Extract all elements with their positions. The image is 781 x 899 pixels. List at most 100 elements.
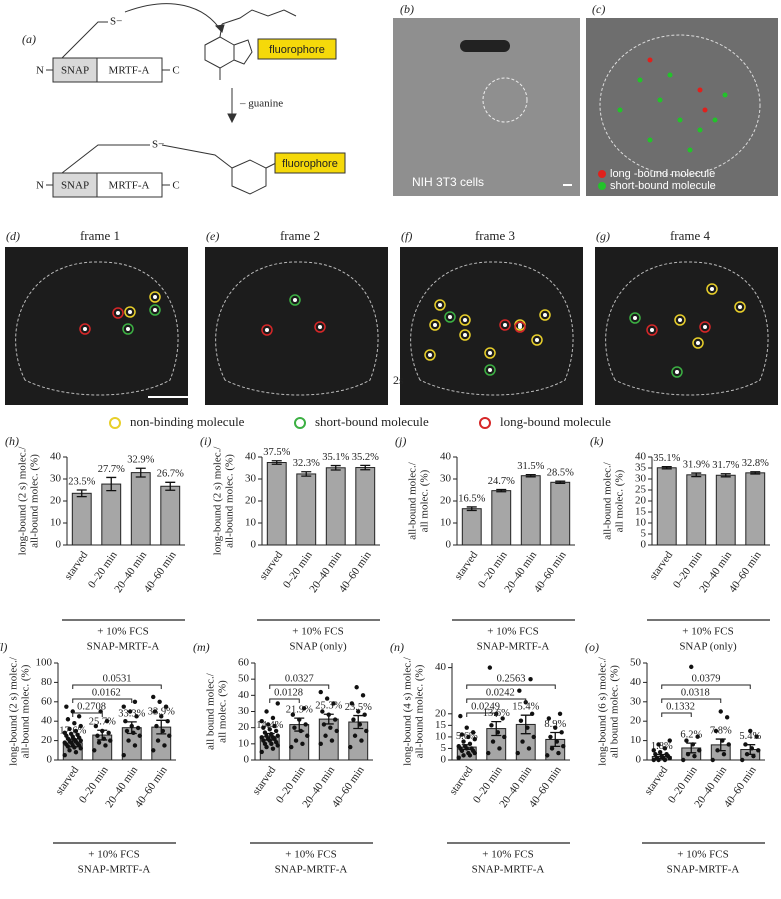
data-point (710, 757, 715, 763)
value-label: 17.6% (59, 725, 86, 736)
data-point (67, 726, 72, 732)
data-point (740, 757, 745, 763)
y-axis-label: long-bound (6 s) molec./ (597, 656, 609, 766)
data-point (692, 753, 697, 759)
data-point (320, 709, 325, 714)
spot (126, 327, 130, 331)
mrtf-label: MRTF-A (109, 180, 150, 192)
data-point (364, 728, 369, 734)
data-point (651, 748, 656, 753)
bar (266, 462, 287, 546)
value-label: 35.1% (653, 453, 680, 464)
y-tick-label: 10 (238, 737, 250, 749)
frame-title: frame 3 (475, 228, 515, 243)
y-axis-label: all-bound molec. (%) (224, 454, 236, 548)
spot-marker (424, 349, 436, 361)
p-value: 0.0242 (486, 687, 515, 698)
significance-bracket (269, 684, 330, 689)
data-point (354, 685, 359, 690)
data-point (689, 664, 694, 670)
data-point (751, 753, 756, 759)
p-value: 0.0327 (285, 673, 314, 684)
data-point (685, 751, 691, 757)
data-point (653, 751, 658, 757)
image-feature (460, 40, 510, 52)
data-point (362, 712, 367, 717)
data-point (106, 730, 111, 736)
data-point (64, 704, 69, 709)
value-label: 15.4% (512, 702, 539, 713)
spot-marker (429, 319, 441, 331)
molecule-dot (702, 107, 708, 113)
data-point (659, 753, 664, 759)
error-bar (555, 480, 566, 485)
molecule-dot (647, 137, 653, 143)
data-point (126, 738, 131, 743)
legend-label: long-bound molecule (500, 414, 611, 429)
spot-marker (692, 337, 704, 349)
data-point (549, 746, 555, 751)
y-tick-label: 30 (635, 473, 647, 485)
y-axis-label: all-bound molec./ (602, 461, 614, 540)
significance-bracket (269, 698, 300, 703)
data-point (154, 723, 159, 729)
value-label: 35.2% (352, 452, 379, 463)
p-value: 0.2708 (77, 701, 106, 712)
data-point (329, 738, 335, 743)
y-tick-label: 20 (435, 707, 447, 719)
spot-marker (484, 347, 496, 359)
data-point (684, 738, 689, 743)
data-point (518, 718, 524, 723)
data-point (548, 734, 553, 740)
charts: (h)long-bound (2 s) molec./all-bound mol… (0, 434, 770, 876)
y-tick-label: 30 (630, 695, 642, 707)
data-point (159, 714, 164, 719)
bar (550, 481, 571, 546)
spot-marker (629, 312, 641, 324)
data-point (554, 739, 560, 744)
fluorophore: fluorophore (269, 44, 325, 56)
data-point (517, 688, 522, 693)
data-point (486, 750, 491, 756)
cell-outline (15, 261, 179, 396)
legend-label: short-bound molecule (610, 180, 716, 192)
group-label: + 10% FCS (292, 626, 343, 638)
data-point (545, 753, 550, 758)
data-point (78, 723, 83, 729)
data-point (151, 694, 156, 700)
y-tick-label: 25 (635, 484, 647, 496)
bar (656, 467, 677, 546)
y-tick-label: 0 (636, 754, 642, 766)
c-terminus: C (172, 180, 179, 192)
data-point (93, 723, 99, 729)
data-point (73, 728, 79, 734)
significance-bracket (466, 712, 497, 717)
bar (160, 485, 181, 546)
zoom-image (586, 18, 778, 196)
frames: (d) frame 1 (e) frame 2 (f) frame 3 (g) frame 4 (5, 228, 778, 405)
data-point (328, 725, 333, 730)
molecule-dot (697, 87, 703, 93)
y-axis-label: all bound molec. (%) (609, 665, 621, 758)
y-tick-label: 5 (441, 742, 447, 754)
spot-marker (646, 324, 658, 336)
y-tick-label: 40 (435, 661, 447, 673)
y-axis-label: all molec. (%) (614, 469, 626, 532)
data-point (73, 750, 79, 755)
spot (116, 311, 120, 315)
data-point (103, 743, 108, 748)
value-label: 23.5% (68, 476, 95, 487)
data-point (681, 757, 686, 763)
error-bar (106, 476, 117, 492)
value-label: 21.9% (286, 705, 313, 716)
y-tick-label: 0 (641, 539, 647, 551)
data-point (459, 732, 465, 737)
error-bar (271, 460, 282, 465)
spot-marker (122, 323, 134, 335)
panel-label: (a) (22, 32, 36, 46)
data-point (165, 719, 170, 724)
y-tick-label: 20 (41, 734, 53, 746)
spot-marker (314, 321, 326, 333)
spot-marker (149, 304, 161, 316)
cell-outline (605, 261, 769, 396)
